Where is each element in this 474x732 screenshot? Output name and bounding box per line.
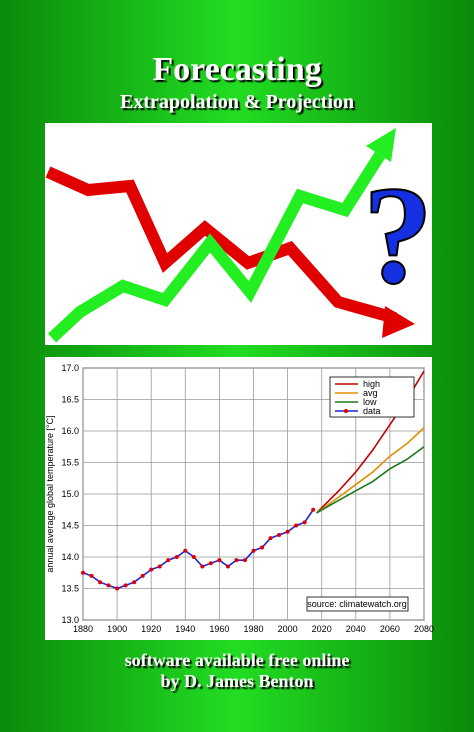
data-point — [311, 507, 316, 512]
y-tick-label: 16.0 — [61, 426, 79, 436]
data-point — [132, 580, 137, 585]
data-point — [191, 555, 196, 559]
illustration: ? — [45, 128, 434, 343]
footer-line: by D. James Benton — [160, 671, 313, 691]
subtitle: Extrapolation & Projection — [120, 91, 354, 113]
data-point — [294, 523, 299, 528]
data-point — [89, 573, 94, 578]
y-tick-label: 14.5 — [61, 521, 79, 531]
data-point — [115, 586, 120, 591]
data-point — [285, 529, 290, 534]
series-line — [82, 509, 314, 590]
series-line — [316, 427, 425, 514]
y-tick-label: 15.5 — [61, 458, 79, 468]
legend-label: avg — [363, 388, 378, 398]
annotation-box — [306, 596, 409, 612]
data-point — [225, 564, 230, 569]
legend-label: low — [363, 397, 377, 407]
x-tick-label: 1880 — [73, 624, 93, 634]
svg-text:?: ? — [363, 158, 433, 313]
x-tick-label: 2000 — [278, 624, 298, 634]
y-tick-label: 15.0 — [61, 489, 79, 499]
data-point — [234, 558, 239, 563]
legend-label: data — [363, 406, 381, 416]
annotation: source: climatewatch.org — [307, 599, 407, 609]
data-point — [98, 580, 103, 585]
footer-line: software available free online — [125, 650, 350, 670]
data-point — [208, 561, 213, 566]
data-point — [200, 564, 205, 569]
x-tick-label: 2040 — [346, 624, 366, 634]
data-point — [166, 558, 171, 563]
data-point — [302, 520, 307, 525]
x-tick-label: 1920 — [141, 624, 161, 634]
legend-marker — [344, 409, 348, 413]
x-tick-label: 2080 — [414, 624, 434, 634]
legend-label: high — [363, 379, 380, 389]
data-point — [140, 573, 145, 578]
y-tick-label: 13.5 — [61, 584, 79, 594]
data-point — [251, 548, 256, 553]
data-point — [81, 570, 85, 575]
x-tick-label: 1980 — [243, 624, 263, 634]
series-line — [316, 446, 425, 514]
data-point — [149, 567, 154, 572]
data-point — [174, 555, 179, 559]
data-point — [106, 583, 111, 588]
x-tick-label: 2020 — [312, 624, 332, 634]
x-tick-label: 1960 — [209, 624, 229, 634]
y-tick-label: 13.0 — [61, 615, 79, 625]
y-tick-label: 16.5 — [61, 395, 79, 405]
x-tick-label: 1900 — [107, 624, 127, 634]
title: Forecasting — [152, 51, 321, 88]
data-point — [277, 532, 282, 537]
x-tick-label: 2060 — [380, 624, 400, 634]
y-axis-label: annual average global temperature [°C] — [45, 415, 55, 572]
data-point — [157, 564, 162, 569]
data-point — [183, 548, 188, 553]
y-tick-label: 14.0 — [61, 552, 79, 562]
data-point — [242, 558, 247, 563]
y-tick-label: 17.0 — [61, 363, 79, 373]
x-tick-label: 1940 — [175, 624, 195, 634]
data-point — [260, 545, 265, 550]
data-point — [217, 558, 222, 563]
data-point — [268, 536, 273, 541]
data-point — [123, 583, 128, 588]
